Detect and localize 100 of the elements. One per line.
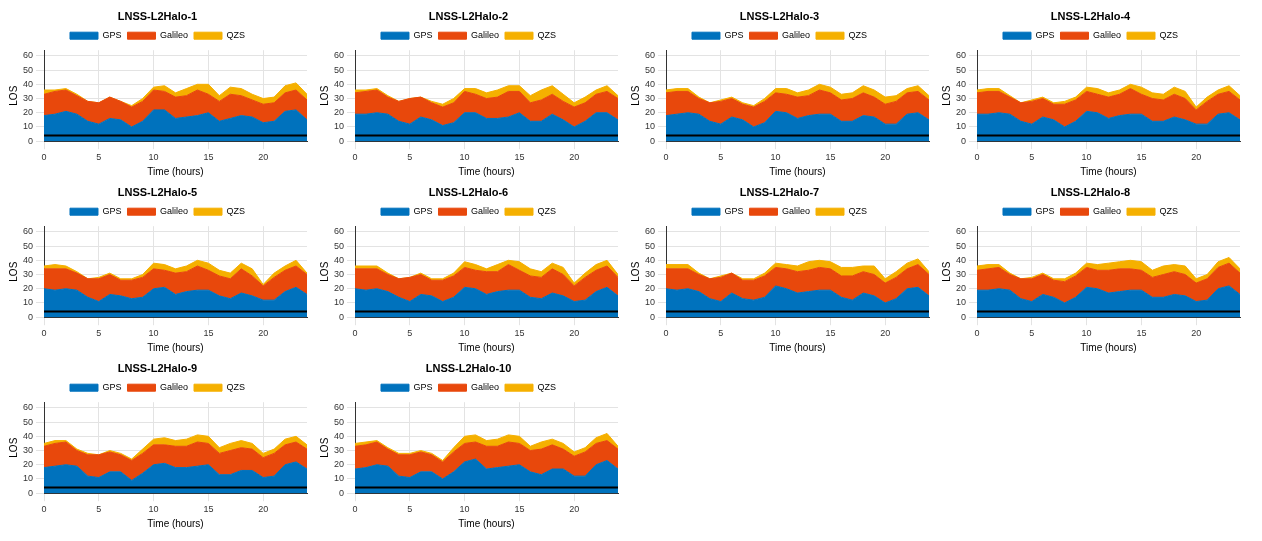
x-axis-title: Time (hours): [147, 517, 204, 529]
x-tick-label: 5: [96, 328, 102, 339]
x-tick-label: 0: [352, 504, 358, 515]
y-axis-title: LOS: [940, 85, 952, 106]
y-tick-label: 40: [334, 254, 345, 265]
y-axis-title: LOS: [629, 85, 641, 106]
y-tick-label: 40: [23, 78, 34, 89]
x-tick-label: 0: [41, 504, 47, 515]
y-tick-label: 10: [23, 473, 34, 484]
x-tick-label: 15: [203, 152, 214, 163]
x-axis-title: Time (hours): [769, 341, 826, 353]
x-tick-label: 0: [663, 328, 669, 339]
y-tick-label: 30: [334, 93, 345, 104]
y-axis-title: LOS: [7, 85, 19, 106]
x-axis-title: Time (hours): [1080, 165, 1137, 177]
x-tick-label: 5: [1029, 328, 1035, 339]
x-tick-label: 5: [718, 152, 724, 163]
y-tick-label: 0: [650, 135, 656, 146]
y-tick-label: 60: [334, 402, 345, 413]
chart-title: LNSS-L2Halo-7: [739, 185, 820, 198]
x-tick-label: 15: [825, 152, 836, 163]
legend-label: Galileo: [471, 382, 500, 393]
y-axis-title: LOS: [7, 437, 19, 458]
y-tick-label: 50: [23, 240, 34, 251]
chart-title: LNSS-L2Halo-3: [739, 9, 820, 22]
y-tick-label: 0: [339, 135, 345, 146]
y-tick-label: 30: [23, 269, 34, 280]
x-axis-title: Time (hours): [1080, 341, 1137, 353]
y-tick-label: 10: [334, 121, 345, 132]
x-tick-label: 10: [1081, 328, 1092, 339]
y-tick-label: 50: [334, 416, 345, 427]
legend-label: GPS: [102, 30, 122, 41]
chart-title: LNSS-L2Halo-6: [428, 185, 509, 198]
y-axis-title: LOS: [629, 261, 641, 282]
y-tick-label: 60: [956, 226, 967, 237]
legend-label: GPS: [413, 30, 433, 41]
y-tick-label: 60: [645, 226, 656, 237]
y-tick-label: 20: [23, 459, 34, 470]
x-tick-label: 20: [569, 504, 580, 515]
x-tick-label: 20: [1191, 152, 1202, 163]
y-tick-label: 50: [956, 64, 967, 75]
x-tick-label: 0: [41, 328, 47, 339]
chart-title: LNSS-L2Halo-9: [117, 361, 198, 374]
y-tick-label: 30: [334, 445, 345, 456]
y-tick-label: 50: [334, 64, 345, 75]
y-tick-label: 20: [23, 107, 34, 118]
legend-label: Galileo: [1093, 206, 1122, 217]
y-tick-label: 20: [645, 107, 656, 118]
y-axis-title: LOS: [7, 261, 19, 282]
y-tick-label: 20: [956, 107, 967, 118]
y-tick-label: 40: [956, 254, 967, 265]
legend-label: Galileo: [160, 30, 189, 41]
legend-label: GPS: [413, 206, 433, 217]
x-tick-label: 0: [41, 152, 47, 163]
y-tick-label: 0: [28, 311, 34, 322]
legend-label: GPS: [413, 382, 433, 393]
chart-title: LNSS-L2Halo-2: [428, 9, 509, 22]
x-tick-label: 15: [203, 504, 214, 515]
x-tick-label: 15: [1136, 328, 1147, 339]
legend-label: QZS: [537, 382, 557, 393]
legend-label: QZS: [1159, 206, 1179, 217]
y-tick-label: 60: [334, 226, 345, 237]
y-tick-label: 10: [334, 473, 345, 484]
legend-label: Galileo: [471, 206, 500, 217]
legend-label: GPS: [724, 30, 744, 41]
x-tick-label: 10: [148, 328, 159, 339]
y-tick-label: 50: [956, 240, 967, 251]
y-tick-label: 60: [23, 226, 34, 237]
x-tick-label: 15: [825, 328, 836, 339]
y-tick-label: 0: [339, 487, 345, 498]
x-tick-label: 5: [407, 504, 413, 515]
x-tick-label: 10: [770, 152, 781, 163]
x-tick-label: 20: [880, 152, 891, 163]
chart-title: LNSS-L2Halo-5: [117, 185, 198, 198]
x-tick-label: 0: [974, 328, 980, 339]
x-axis-title: Time (hours): [458, 341, 515, 353]
y-tick-label: 30: [23, 93, 34, 104]
x-tick-label: 15: [203, 328, 214, 339]
y-tick-label: 30: [23, 445, 34, 456]
chart-title: LNSS-L2Halo-1: [117, 9, 198, 22]
x-tick-label: 15: [514, 328, 525, 339]
y-tick-label: 10: [956, 297, 967, 308]
x-tick-label: 0: [974, 152, 980, 163]
y-tick-label: 40: [645, 254, 656, 265]
y-tick-label: 10: [334, 297, 345, 308]
x-tick-label: 10: [1081, 152, 1092, 163]
x-tick-label: 20: [880, 328, 891, 339]
y-tick-label: 50: [334, 240, 345, 251]
y-tick-label: 60: [645, 50, 656, 61]
x-tick-label: 20: [258, 328, 269, 339]
x-tick-label: 5: [1029, 152, 1035, 163]
y-tick-label: 30: [645, 93, 656, 104]
legend-label: QZS: [537, 206, 557, 217]
legend-label: QZS: [537, 30, 557, 41]
x-axis-title: Time (hours): [769, 165, 826, 177]
y-tick-label: 20: [334, 107, 345, 118]
x-tick-label: 0: [663, 152, 669, 163]
legend-label: QZS: [1159, 30, 1179, 41]
legend-label: QZS: [226, 206, 246, 217]
x-tick-label: 10: [148, 504, 159, 515]
